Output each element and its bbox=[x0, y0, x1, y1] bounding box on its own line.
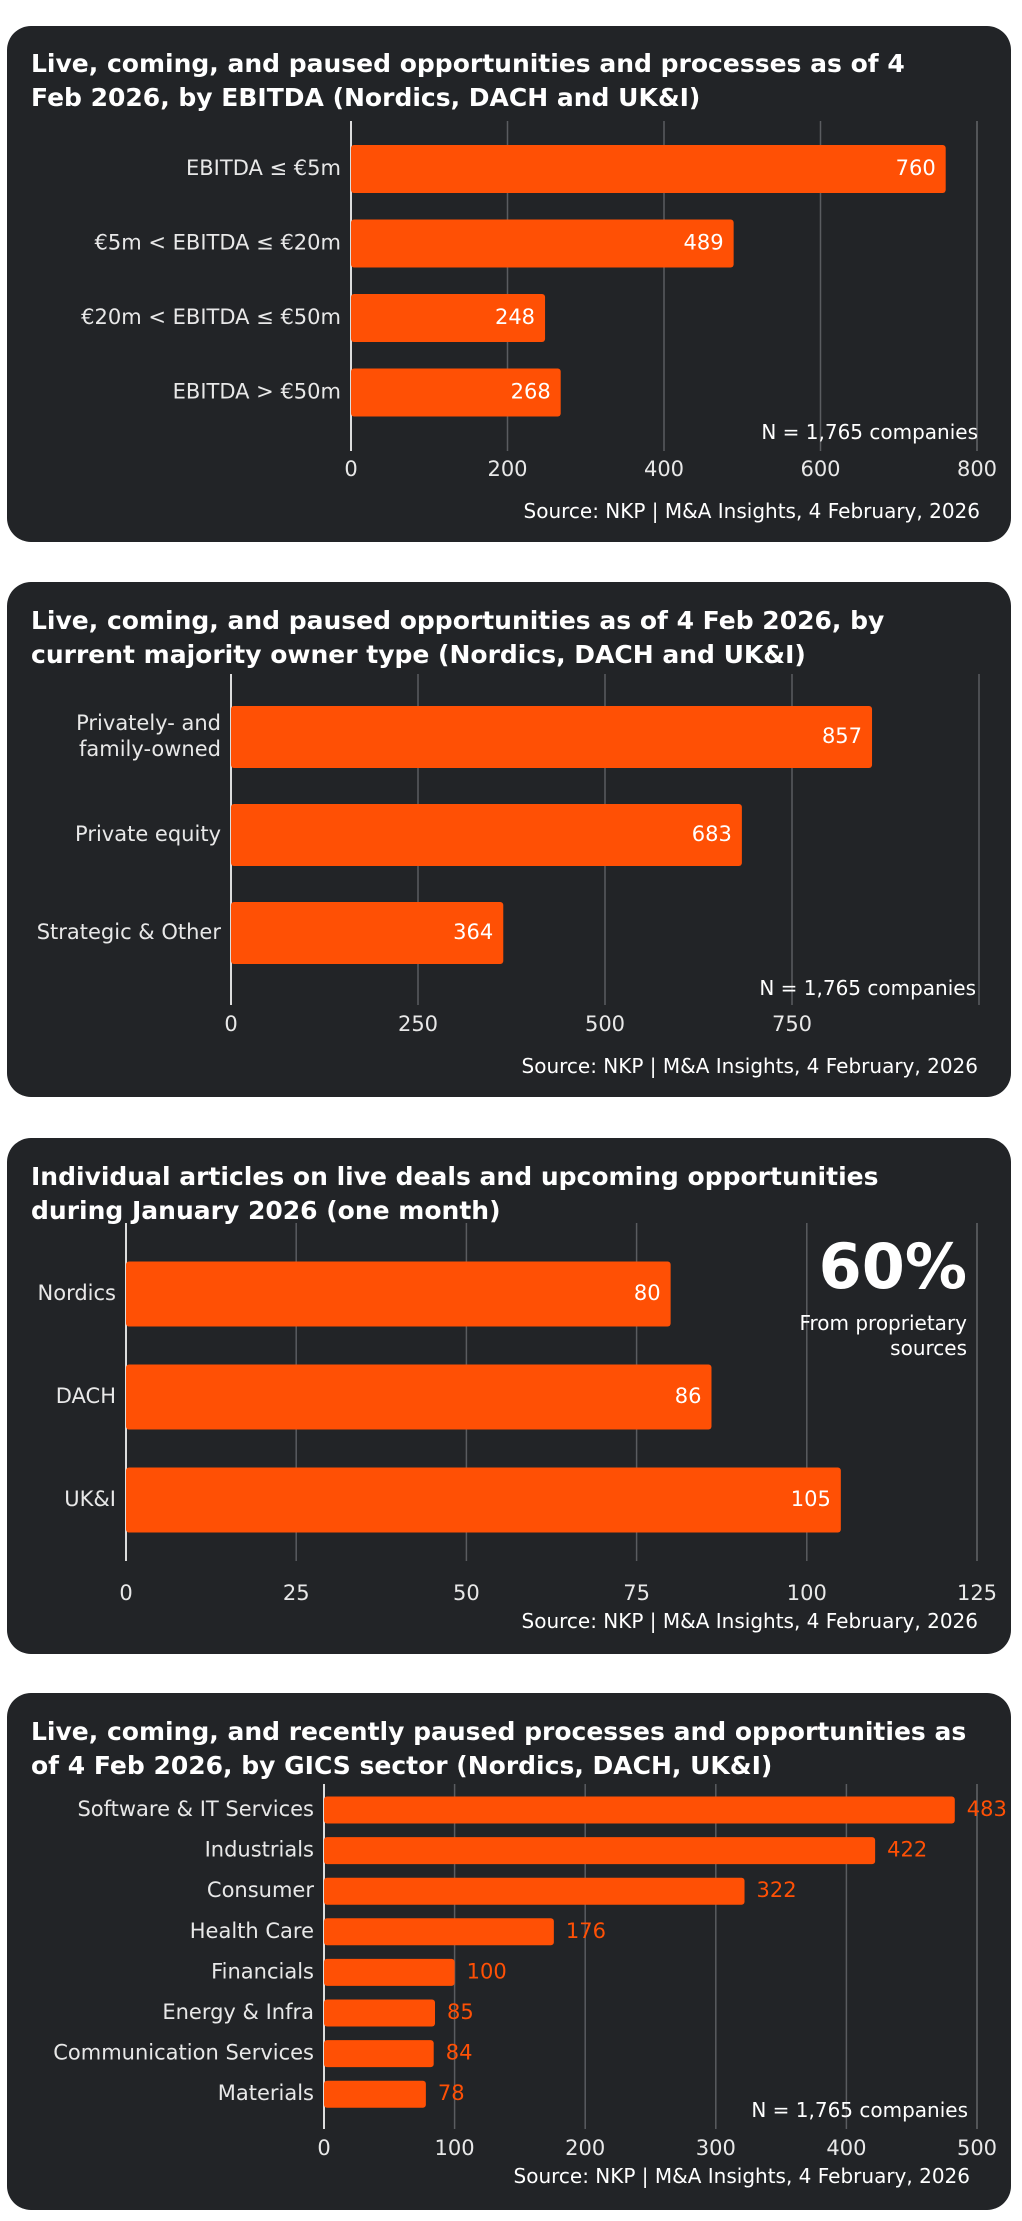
y-tick-label: Communication Services bbox=[53, 2041, 314, 2065]
x-tick-label: 25 bbox=[283, 1581, 310, 1605]
annotation: N = 1,765 companies bbox=[761, 420, 978, 444]
y-tick-label: Consumer bbox=[207, 1878, 314, 1902]
x-tick-label: 0 bbox=[119, 1581, 132, 1605]
source: Source: NKP | M&A Insights, 4 February, … bbox=[524, 499, 980, 523]
chart-title: Live, coming, and paused opportunities a… bbox=[31, 606, 884, 669]
value-label: 84 bbox=[446, 2041, 473, 2065]
x-tick-label: 500 bbox=[585, 1012, 625, 1036]
value-label: 760 bbox=[896, 156, 936, 180]
bar bbox=[351, 219, 734, 268]
value-label: 322 bbox=[757, 1878, 797, 1902]
bar bbox=[231, 706, 873, 768]
x-tick-label: 125 bbox=[957, 1581, 997, 1605]
y-tick-label: EBITDA ≤ €5m bbox=[186, 156, 341, 180]
value-label: 176 bbox=[566, 1919, 606, 1943]
y-tick-label: €5m < EBITDA ≤ €20m bbox=[95, 231, 341, 255]
bar bbox=[351, 294, 546, 342]
bar bbox=[351, 145, 946, 193]
source: Source: NKP | M&A Insights, 4 February, … bbox=[514, 2164, 970, 2188]
x-tick-label: 200 bbox=[487, 457, 527, 481]
x-tick-label: 500 bbox=[957, 2136, 997, 2160]
y-tick-label: Industrials bbox=[205, 1838, 314, 1862]
x-tick-label: 75 bbox=[623, 1581, 650, 1605]
y-tick-label: Strategic & Other bbox=[37, 920, 222, 944]
value-label: 248 bbox=[495, 305, 535, 329]
y-tick-label: DACH bbox=[56, 1384, 116, 1408]
callout-value: 60% bbox=[819, 1230, 967, 1303]
source: Source: NKP | M&A Insights, 4 February, … bbox=[522, 1609, 978, 1633]
y-tick-label: EBITDA > €50m bbox=[173, 380, 341, 404]
value-label: 86 bbox=[675, 1384, 702, 1408]
bar bbox=[324, 1918, 554, 1946]
x-tick-label: 50 bbox=[453, 1581, 480, 1605]
bar bbox=[324, 1958, 455, 1986]
bar bbox=[324, 1999, 436, 2027]
y-tick-label: Private equity bbox=[75, 822, 221, 846]
x-tick-label: 750 bbox=[772, 1012, 812, 1036]
y-tick-label: Energy & Infra bbox=[162, 2000, 314, 2024]
bar bbox=[231, 804, 742, 866]
bar bbox=[126, 1467, 841, 1533]
y-tick-label: Software & IT Services bbox=[77, 1797, 314, 1821]
annotation: N = 1,765 companies bbox=[751, 2098, 968, 2122]
source: Source: NKP | M&A Insights, 4 February, … bbox=[522, 1054, 978, 1078]
y-tick-label: Nordics bbox=[38, 1281, 116, 1305]
x-tick-label: 100 bbox=[787, 1581, 827, 1605]
chart-title: Live, coming, and paused opportunities a… bbox=[31, 49, 905, 112]
y-tick-label: €20m < EBITDA ≤ €50m bbox=[81, 305, 341, 329]
bar bbox=[324, 1796, 955, 1824]
y-tick-label: Financials bbox=[211, 1959, 314, 1983]
bar bbox=[351, 368, 561, 417]
value-label: 422 bbox=[887, 1838, 927, 1862]
value-label: 78 bbox=[438, 2081, 465, 2105]
chart-title: Live, coming, and recently paused proces… bbox=[31, 1717, 966, 1780]
bar bbox=[324, 1837, 876, 1865]
annotation: N = 1,765 companies bbox=[759, 976, 976, 1000]
value-label: 683 bbox=[692, 822, 732, 846]
y-tick-label: UK&I bbox=[64, 1487, 116, 1511]
y-tick-label: Privately- and family-owned bbox=[76, 711, 221, 761]
value-label: 85 bbox=[447, 2000, 474, 2024]
bar bbox=[126, 1364, 712, 1430]
value-label: 857 bbox=[822, 724, 862, 748]
x-tick-label: 600 bbox=[800, 457, 840, 481]
value-label: 105 bbox=[791, 1487, 831, 1511]
value-label: 268 bbox=[511, 380, 551, 404]
x-tick-label: 0 bbox=[344, 457, 357, 481]
value-label: 483 bbox=[967, 1797, 1007, 1821]
value-label: 489 bbox=[684, 231, 724, 255]
x-tick-label: 400 bbox=[644, 457, 684, 481]
chart-title: Individual articles on live deals and up… bbox=[31, 1162, 878, 1225]
bar bbox=[231, 902, 504, 964]
bar bbox=[324, 2040, 434, 2068]
value-label: 80 bbox=[634, 1281, 661, 1305]
x-tick-label: 0 bbox=[317, 2136, 330, 2160]
callout-text: From proprietary sources bbox=[799, 1311, 967, 1360]
x-tick-label: 250 bbox=[398, 1012, 438, 1036]
x-tick-label: 200 bbox=[565, 2136, 605, 2160]
x-tick-label: 800 bbox=[957, 457, 997, 481]
x-tick-label: 400 bbox=[826, 2136, 866, 2160]
bar bbox=[126, 1261, 671, 1327]
value-label: 364 bbox=[453, 920, 493, 944]
y-tick-label: Materials bbox=[218, 2081, 314, 2105]
bar bbox=[324, 2080, 426, 2108]
x-tick-label: 100 bbox=[435, 2136, 475, 2160]
bar bbox=[324, 1877, 745, 1905]
x-tick-label: 0 bbox=[224, 1012, 237, 1036]
y-tick-label: Health Care bbox=[190, 1919, 314, 1943]
value-label: 100 bbox=[467, 1959, 507, 1983]
x-tick-label: 300 bbox=[696, 2136, 736, 2160]
